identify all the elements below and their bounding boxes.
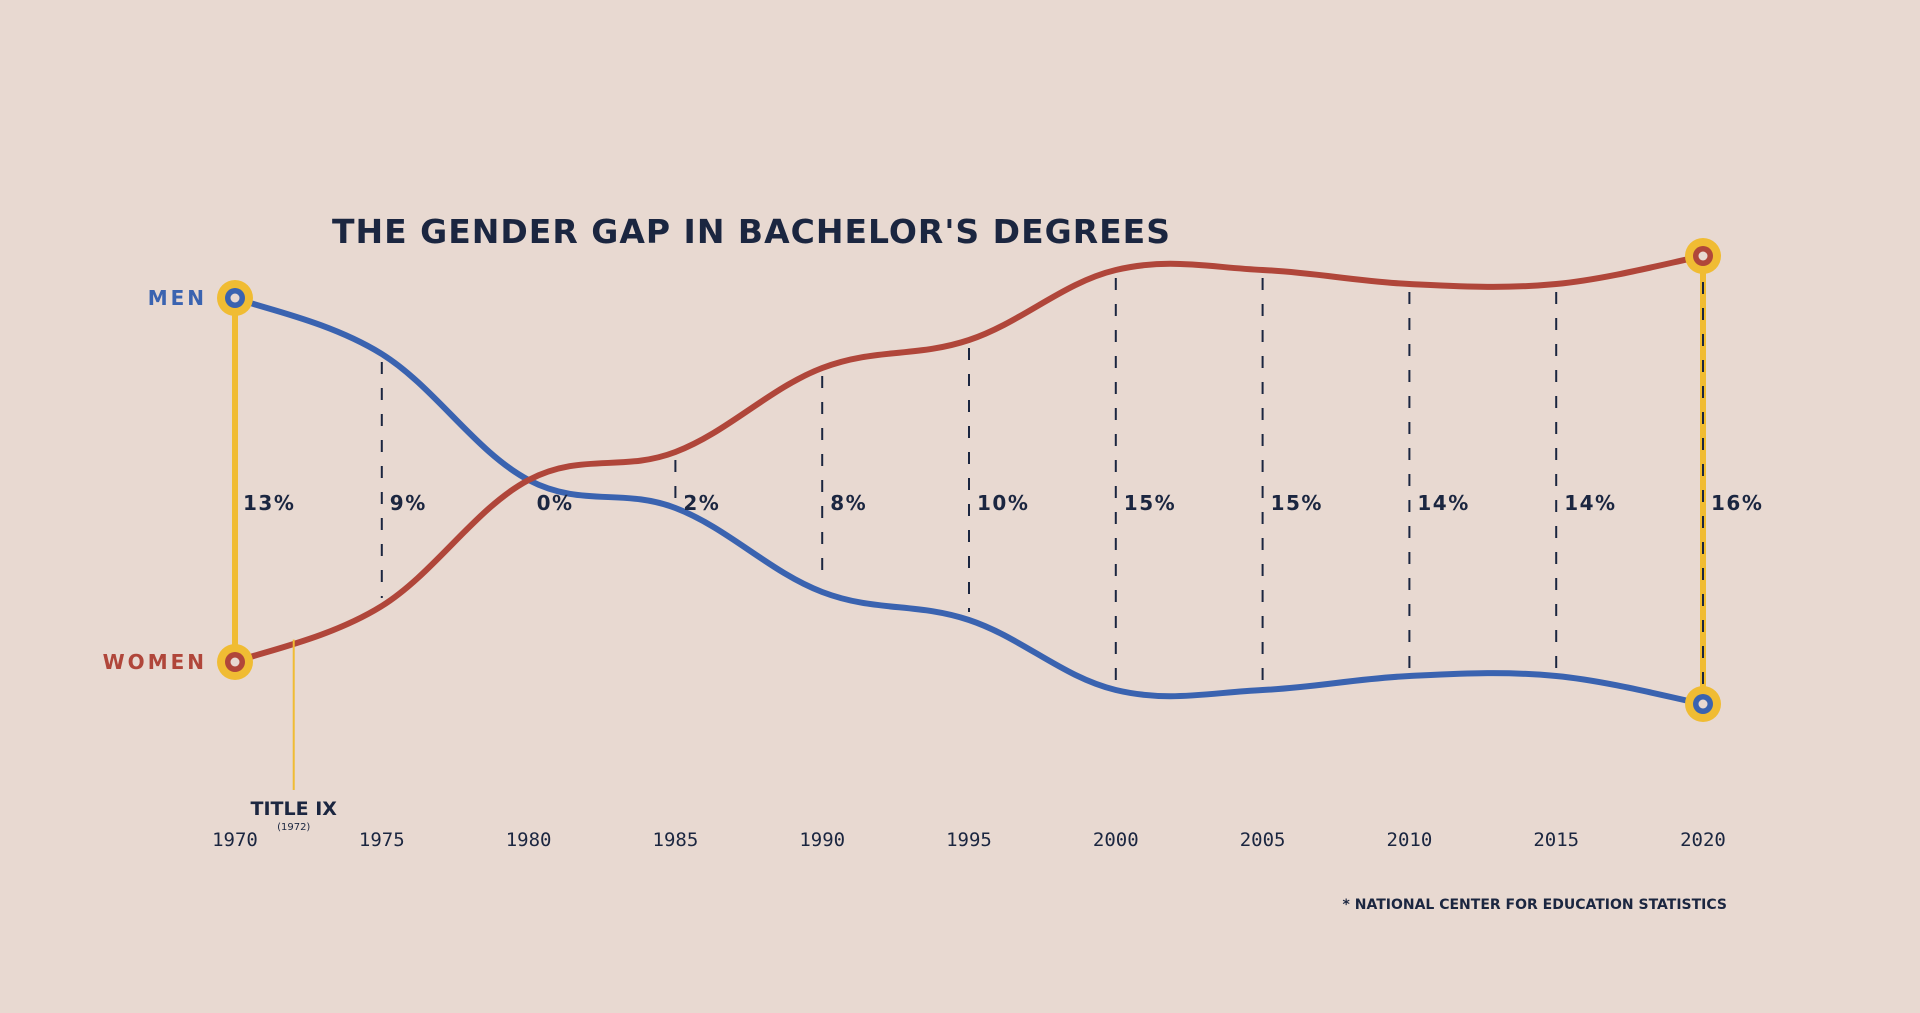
markers <box>217 238 1721 722</box>
gap-label-1995: 10% <box>977 491 1029 515</box>
marker-center-men-start <box>230 293 240 303</box>
series-names: MEN WOMEN <box>103 286 207 674</box>
x-tick-label-1970: 1970 <box>212 829 258 851</box>
annotation-label: TITLE IX <box>251 798 338 820</box>
gap-label-1970: 13% <box>243 491 295 515</box>
chart-title: THE GENDER GAP IN BACHELOR'S DEGREES <box>332 212 1171 251</box>
x-tick-label-2020: 2020 <box>1680 829 1726 851</box>
series-lines <box>232 253 1706 707</box>
gap-label-1990: 8% <box>830 491 867 515</box>
x-tick-label-1990: 1990 <box>799 829 845 851</box>
series-label-men: MEN <box>148 286 207 310</box>
x-tick-label-2000: 2000 <box>1093 829 1139 851</box>
series-label-women: WOMEN <box>103 650 207 674</box>
x-tick-label-1975: 1975 <box>359 829 405 851</box>
x-tick-label-2005: 2005 <box>1240 829 1286 851</box>
gap-label-2010: 14% <box>1417 491 1469 515</box>
gap-label-2000: 15% <box>1124 491 1176 515</box>
gap-label-1985: 2% <box>683 491 720 515</box>
gap-label-1980: 0% <box>537 491 574 515</box>
title-ix-annotation: TITLE IX (1972) <box>251 639 338 833</box>
marker-center-women-start <box>230 657 240 667</box>
source-note: * NATIONAL CENTER FOR EDUCATION STATISTI… <box>1343 897 1727 913</box>
x-tick-label-2015: 2015 <box>1533 829 1579 851</box>
gap-label-2020: 16% <box>1711 491 1763 515</box>
x-tick-label-1985: 1985 <box>653 829 699 851</box>
x-tick-label-1995: 1995 <box>946 829 992 851</box>
gap-label-1975: 9% <box>390 491 427 515</box>
gap-label-2005: 15% <box>1271 491 1323 515</box>
series-line-men <box>232 295 1706 707</box>
gap-lines <box>232 256 1706 704</box>
series-line-women <box>232 253 1706 665</box>
gap-labels: 13% 9% 0% 2% 8% 10% 15% 15% 14% 14% 16% <box>243 491 1763 515</box>
x-tick-label-1980: 1980 <box>506 829 552 851</box>
marker-center-women-end <box>1698 251 1708 261</box>
x-axis-ticks: 1970 1975 1980 1985 1990 1995 2000 2005 2010 2015… <box>212 829 1726 851</box>
annotation-sublabel: (1972) <box>277 822 310 833</box>
gap-label-2015: 14% <box>1564 491 1616 515</box>
marker-center-men-end <box>1698 699 1708 709</box>
x-tick-label-2010: 2010 <box>1387 829 1433 851</box>
